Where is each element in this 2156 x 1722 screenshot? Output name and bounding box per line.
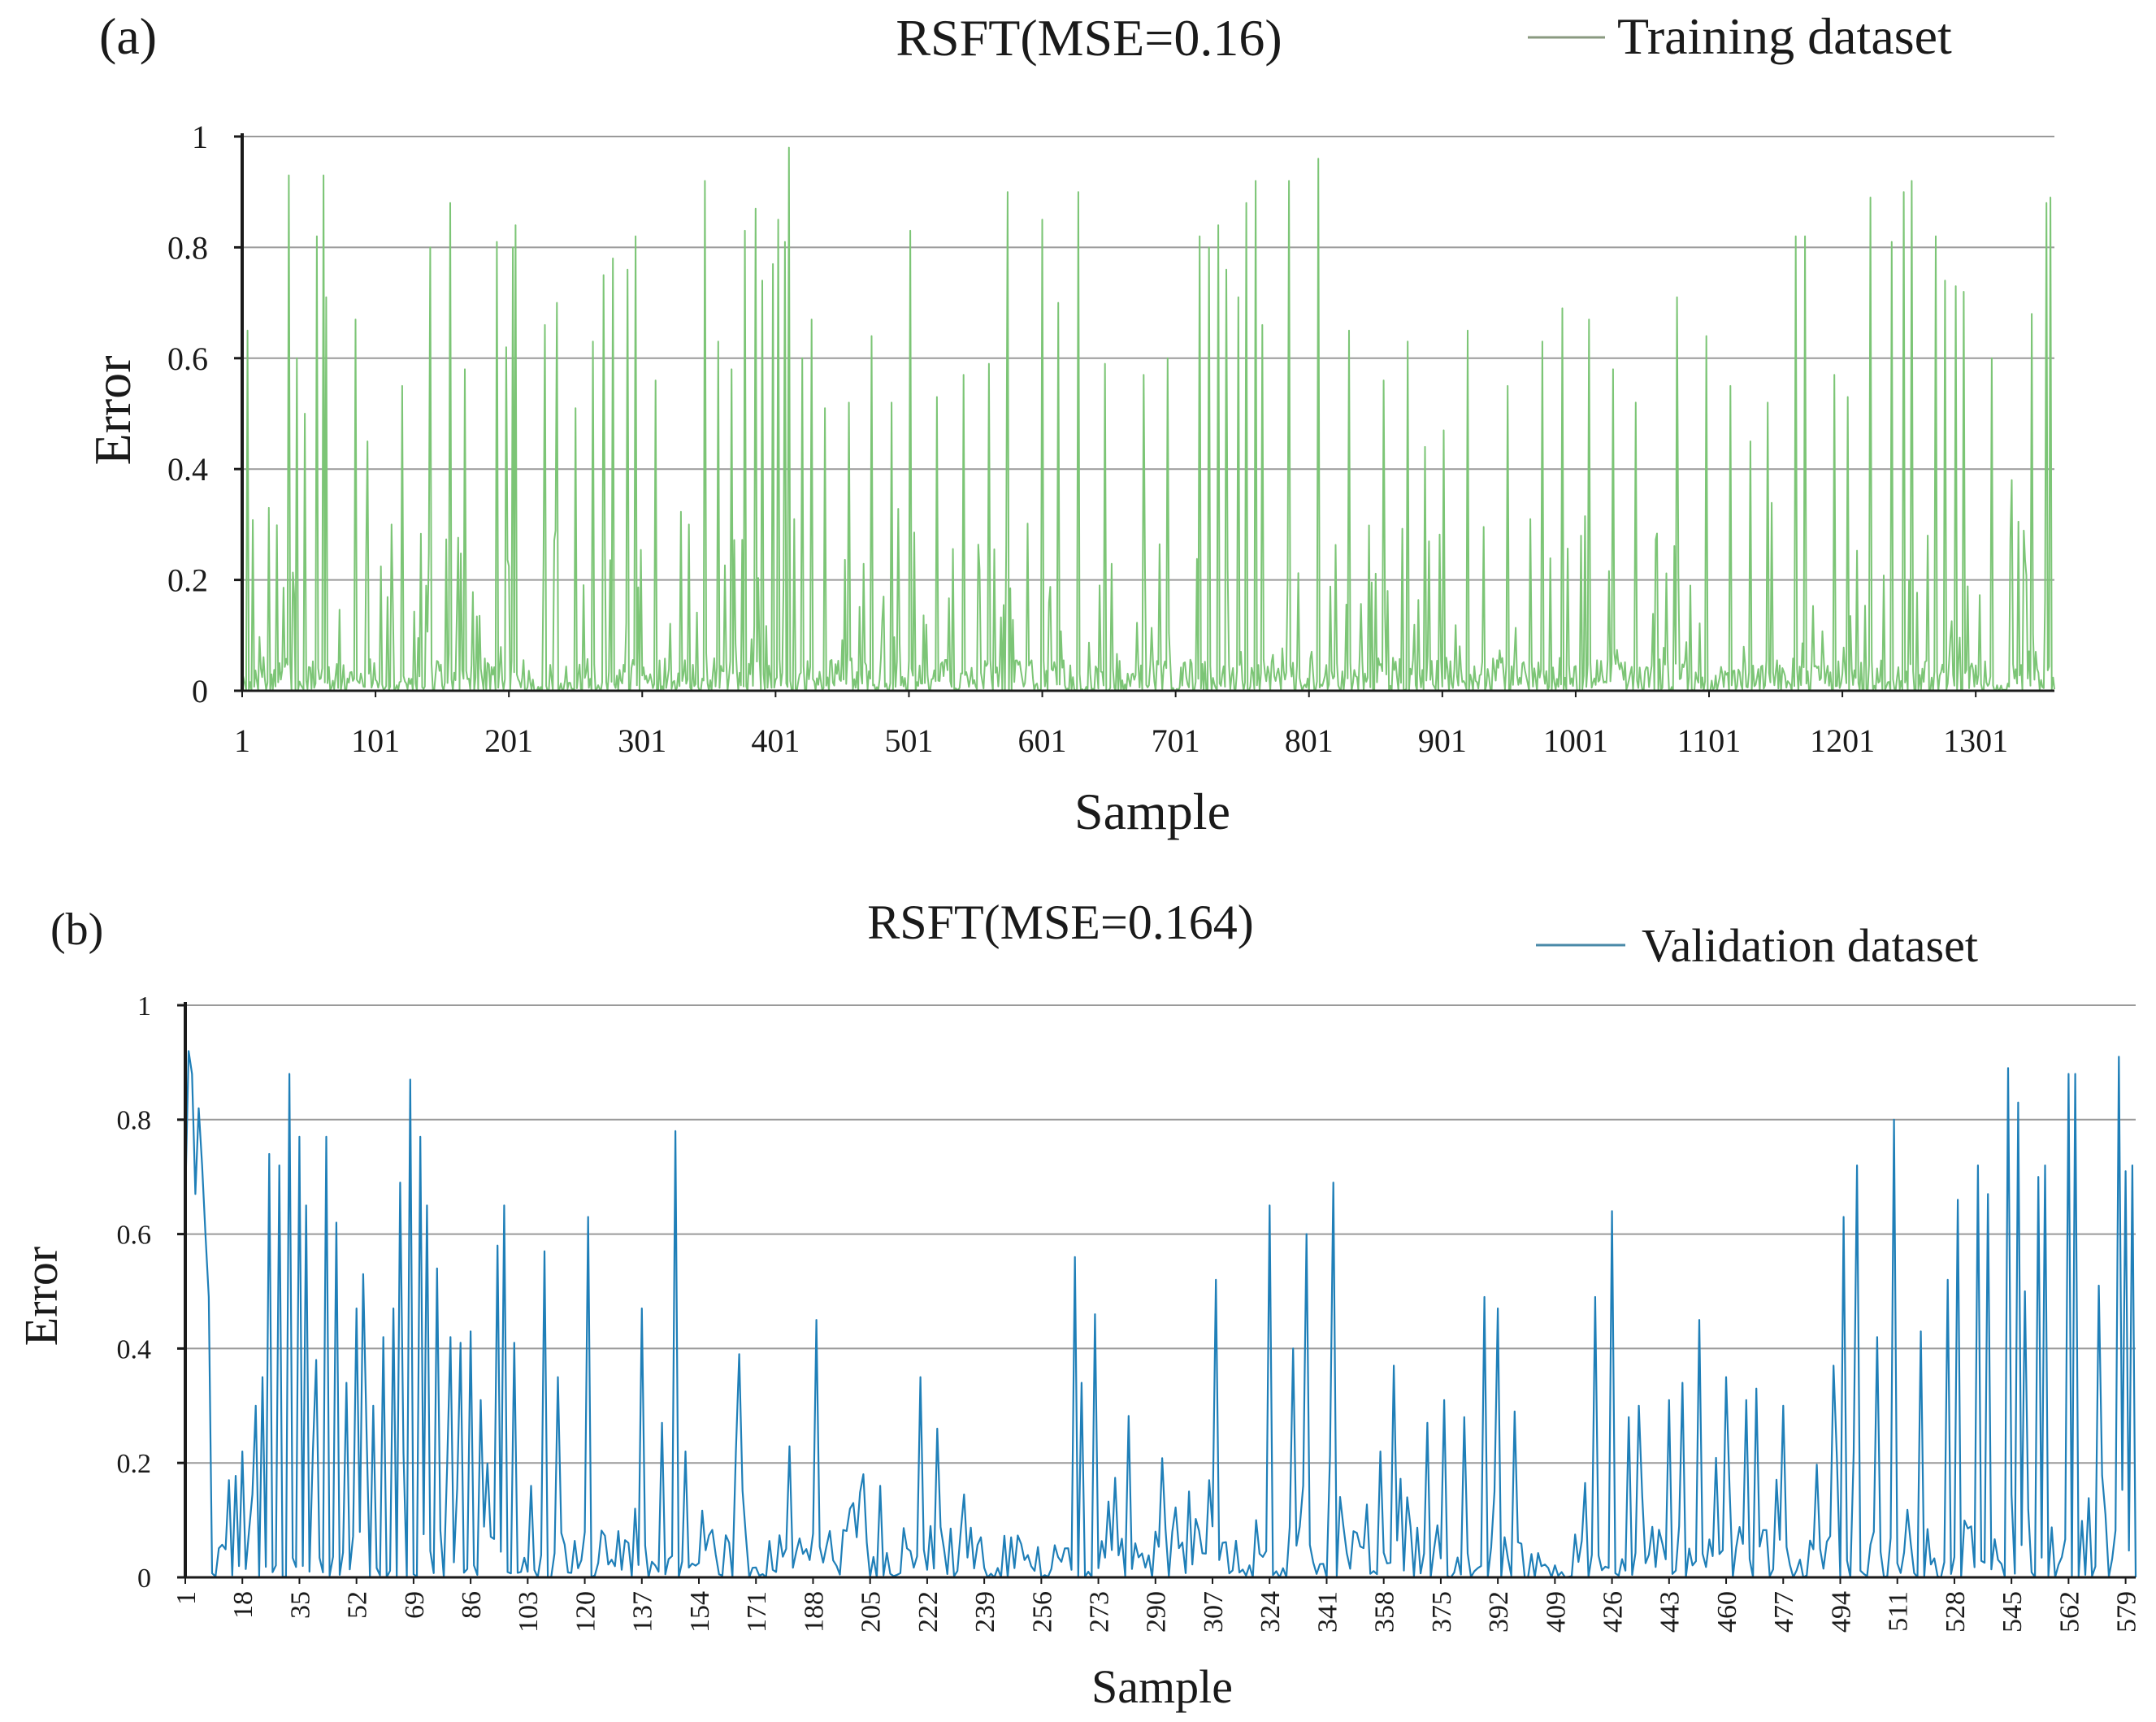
y-tick-label: 0.4 bbox=[167, 451, 208, 488]
x-tick-label: 1101 bbox=[1677, 722, 1742, 759]
x-tick-label: 341 bbox=[1312, 1591, 1343, 1633]
y-tick-label: 0.8 bbox=[167, 229, 208, 266]
panel-b-label: (b) bbox=[50, 904, 103, 955]
x-tick-label: 301 bbox=[618, 722, 666, 759]
x-tick-label: 256 bbox=[1027, 1591, 1057, 1633]
x-tick-label: 1201 bbox=[1810, 722, 1875, 759]
panel-a-legend-label: Training dataset bbox=[1617, 7, 1952, 65]
x-tick-label: 201 bbox=[484, 722, 533, 759]
x-tick-label: 154 bbox=[685, 1591, 715, 1633]
x-tick-label: 188 bbox=[799, 1591, 829, 1633]
y-tick-label: 0.8 bbox=[117, 1106, 152, 1136]
y-tick-label: 0.2 bbox=[167, 562, 208, 599]
series-line-validation-dataset bbox=[184, 1050, 2137, 1579]
x-tick-label: 426 bbox=[1599, 1591, 1629, 1633]
x-tick-label: 69 bbox=[400, 1591, 430, 1619]
x-tick-label: 52 bbox=[343, 1591, 373, 1619]
x-tick-label: 1 bbox=[171, 1591, 202, 1605]
x-tick-label: 392 bbox=[1484, 1591, 1514, 1633]
panel-b-title: RSFT(MSE=0.164) bbox=[867, 896, 1254, 949]
x-tick-label: 18 bbox=[228, 1591, 258, 1619]
x-tick-label: 86 bbox=[457, 1591, 487, 1619]
x-tick-label: 511 bbox=[1884, 1591, 1914, 1632]
x-tick-label: 171 bbox=[742, 1591, 772, 1633]
x-tick-label: 307 bbox=[1199, 1591, 1229, 1633]
x-tick-label: 901 bbox=[1418, 722, 1467, 759]
y-tick-label: 1 bbox=[137, 991, 151, 1021]
x-tick-label: 273 bbox=[1085, 1591, 1115, 1633]
panel-a-xlabel: Sample bbox=[1074, 783, 1230, 840]
x-tick-label: 239 bbox=[970, 1591, 1000, 1633]
x-tick-label: 222 bbox=[913, 1591, 944, 1633]
x-tick-label: 358 bbox=[1370, 1591, 1400, 1633]
x-tick-label: 579 bbox=[2112, 1591, 2142, 1633]
x-tick-label: 103 bbox=[514, 1591, 544, 1633]
panel-b-plot: 0 0.2 0.4 0.6 0.8 1 1 18 35 52 69 86 103 120 137 154 171… bbox=[117, 991, 2142, 1633]
series-line-training-dataset bbox=[241, 146, 2055, 692]
x-tick-label: 35 bbox=[285, 1591, 315, 1619]
y-tick-label: 0.6 bbox=[117, 1221, 152, 1251]
x-tick-label: 1 bbox=[234, 722, 250, 759]
x-tick-label: 801 bbox=[1285, 722, 1334, 759]
x-tick-label: 324 bbox=[1256, 1591, 1286, 1633]
x-tick-label: 443 bbox=[1655, 1591, 1685, 1633]
panel-a-plot: 00.20.40.60.811 101 201 301 401 501 601 701 801 9… bbox=[167, 119, 2055, 759]
x-tick-label: 101 bbox=[351, 722, 400, 759]
x-tick-label: 501 bbox=[884, 722, 933, 759]
x-tick-label: 205 bbox=[857, 1591, 887, 1633]
x-tick-label: 460 bbox=[1712, 1591, 1742, 1633]
panel-b-ylabel: Error bbox=[15, 1247, 67, 1346]
x-tick-label: 120 bbox=[571, 1591, 601, 1633]
y-tick-label: 0.2 bbox=[117, 1449, 152, 1479]
y-tick-label: 0 bbox=[137, 1564, 151, 1594]
x-tick-label: 409 bbox=[1541, 1591, 1571, 1633]
panel-a-ylabel: Error bbox=[84, 355, 141, 465]
x-tick-label: 545 bbox=[1998, 1591, 2028, 1633]
x-tick-label: 477 bbox=[1769, 1591, 1799, 1633]
x-tick-label: 562 bbox=[2054, 1591, 2084, 1633]
x-tick-label: 401 bbox=[751, 722, 800, 759]
x-tick-label: 701 bbox=[1152, 722, 1200, 759]
panel-a-title: RSFT(MSE=0.16) bbox=[896, 9, 1282, 67]
x-tick-label: 290 bbox=[1142, 1591, 1172, 1633]
y-tick-label: 0.4 bbox=[117, 1334, 152, 1364]
x-tick-label: 375 bbox=[1427, 1591, 1457, 1633]
panel-a-label: (a) bbox=[99, 7, 157, 65]
x-tick-label: 494 bbox=[1826, 1591, 1856, 1633]
y-tick-label: 1 bbox=[192, 119, 208, 155]
x-tick-label: 601 bbox=[1018, 722, 1067, 759]
x-tick-label: 1301 bbox=[1943, 722, 2008, 759]
panel-b-legend-label: Validation dataset bbox=[1642, 919, 1978, 972]
x-tick-label: 528 bbox=[1941, 1591, 1971, 1633]
panel-b-xlabel: Sample bbox=[1091, 1660, 1233, 1713]
x-tick-label: 137 bbox=[628, 1591, 658, 1633]
y-tick-label: 0.6 bbox=[167, 340, 208, 377]
y-tick-label: 0 bbox=[192, 673, 208, 709]
x-tick-label: 1001 bbox=[1543, 722, 1608, 759]
